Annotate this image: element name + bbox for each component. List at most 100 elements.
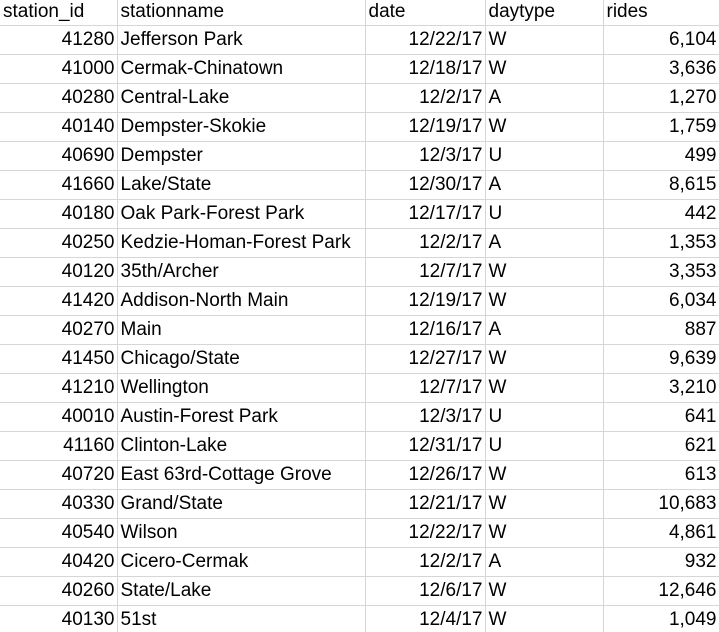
date-cell[interactable]: 12/2/17 — [365, 83, 486, 113]
rides-cell[interactable]: 887 — [603, 315, 719, 345]
station-id-cell[interactable]: 40130 — [0, 605, 118, 632]
rides-cell[interactable]: 641 — [603, 402, 719, 432]
station-id-cell[interactable]: 40420 — [0, 547, 118, 577]
date-cell[interactable]: 12/7/17 — [365, 373, 486, 403]
station-id-cell[interactable]: 41420 — [0, 286, 118, 316]
daytype-cell[interactable]: W — [485, 576, 604, 606]
station-id-cell[interactable]: 40690 — [0, 141, 118, 171]
rides-cell[interactable]: 621 — [603, 431, 719, 461]
rides-cell[interactable]: 8,615 — [603, 170, 719, 200]
header-cell-station-id[interactable]: station_id — [0, 0, 118, 26]
rides-cell[interactable]: 10,683 — [603, 489, 719, 519]
rides-cell[interactable]: 12,646 — [603, 576, 719, 606]
date-cell[interactable]: 12/26/17 — [365, 460, 486, 490]
date-cell[interactable]: 12/18/17 — [365, 54, 486, 84]
daytype-cell[interactable]: U — [485, 431, 604, 461]
station-id-cell[interactable]: 40180 — [0, 199, 118, 229]
daytype-cell[interactable]: U — [485, 141, 604, 171]
daytype-cell[interactable]: W — [485, 286, 604, 316]
date-cell[interactable]: 12/7/17 — [365, 257, 486, 287]
station-id-cell[interactable]: 40120 — [0, 257, 118, 287]
rides-cell[interactable]: 3,210 — [603, 373, 719, 403]
station-id-cell[interactable]: 41160 — [0, 431, 118, 461]
station-id-cell[interactable]: 41450 — [0, 344, 118, 374]
date-cell[interactable]: 12/19/17 — [365, 286, 486, 316]
stationname-cell[interactable]: Grand/State — [117, 489, 366, 519]
daytype-cell[interactable]: W — [485, 489, 604, 519]
header-cell-daytype[interactable]: daytype — [485, 0, 604, 26]
daytype-cell[interactable]: W — [485, 344, 604, 374]
stationname-cell[interactable]: 35th/Archer — [117, 257, 366, 287]
stationname-cell[interactable]: State/Lake — [117, 576, 366, 606]
daytype-cell[interactable]: A — [485, 170, 604, 200]
rides-cell[interactable]: 1,759 — [603, 112, 719, 142]
daytype-cell[interactable]: W — [485, 605, 604, 632]
date-cell[interactable]: 12/22/17 — [365, 25, 486, 55]
daytype-cell[interactable]: W — [485, 112, 604, 142]
stationname-cell[interactable]: Clinton-Lake — [117, 431, 366, 461]
station-id-cell[interactable]: 40250 — [0, 228, 118, 258]
date-cell[interactable]: 12/22/17 — [365, 518, 486, 548]
daytype-cell[interactable]: A — [485, 83, 604, 113]
header-cell-date[interactable]: date — [365, 0, 486, 26]
station-id-cell[interactable]: 40330 — [0, 489, 118, 519]
stationname-cell[interactable]: Jefferson Park — [117, 25, 366, 55]
stationname-cell[interactable]: Main — [117, 315, 366, 345]
daytype-cell[interactable]: W — [485, 460, 604, 490]
daytype-cell[interactable]: U — [485, 402, 604, 432]
stationname-cell[interactable]: Central-Lake — [117, 83, 366, 113]
rides-cell[interactable]: 613 — [603, 460, 719, 490]
station-id-cell[interactable]: 40540 — [0, 518, 118, 548]
date-cell[interactable]: 12/16/17 — [365, 315, 486, 345]
daytype-cell[interactable]: A — [485, 315, 604, 345]
rides-cell[interactable]: 442 — [603, 199, 719, 229]
stationname-cell[interactable]: Kedzie-Homan-Forest Park — [117, 228, 366, 258]
daytype-cell[interactable]: U — [485, 199, 604, 229]
stationname-cell[interactable]: Wellington — [117, 373, 366, 403]
rides-cell[interactable]: 932 — [603, 547, 719, 577]
station-id-cell[interactable]: 40140 — [0, 112, 118, 142]
station-id-cell[interactable]: 41210 — [0, 373, 118, 403]
date-cell[interactable]: 12/4/17 — [365, 605, 486, 632]
daytype-cell[interactable]: W — [485, 373, 604, 403]
date-cell[interactable]: 12/3/17 — [365, 402, 486, 432]
daytype-cell[interactable]: W — [485, 54, 604, 84]
stationname-cell[interactable]: Austin-Forest Park — [117, 402, 366, 432]
rides-cell[interactable]: 6,034 — [603, 286, 719, 316]
rides-cell[interactable]: 3,636 — [603, 54, 719, 84]
date-cell[interactable]: 12/19/17 — [365, 112, 486, 142]
station-id-cell[interactable]: 40260 — [0, 576, 118, 606]
rides-cell[interactable]: 4,861 — [603, 518, 719, 548]
stationname-cell[interactable]: Cermak-Chinatown — [117, 54, 366, 84]
rides-cell[interactable]: 499 — [603, 141, 719, 171]
date-cell[interactable]: 12/2/17 — [365, 547, 486, 577]
stationname-cell[interactable]: Wilson — [117, 518, 366, 548]
rides-cell[interactable]: 3,353 — [603, 257, 719, 287]
station-id-cell[interactable]: 40280 — [0, 83, 118, 113]
header-cell-rides[interactable]: rides — [603, 0, 719, 26]
rides-cell[interactable]: 9,639 — [603, 344, 719, 374]
date-cell[interactable]: 12/30/17 — [365, 170, 486, 200]
stationname-cell[interactable]: East 63rd-Cottage Grove — [117, 460, 366, 490]
rides-cell[interactable]: 1,353 — [603, 228, 719, 258]
stationname-cell[interactable]: Addison-North Main — [117, 286, 366, 316]
station-id-cell[interactable]: 41280 — [0, 25, 118, 55]
date-cell[interactable]: 12/27/17 — [365, 344, 486, 374]
rides-cell[interactable]: 1,049 — [603, 605, 719, 632]
date-cell[interactable]: 12/21/17 — [365, 489, 486, 519]
header-cell-stationname[interactable]: stationname — [117, 0, 366, 26]
daytype-cell[interactable]: W — [485, 518, 604, 548]
daytype-cell[interactable]: A — [485, 547, 604, 577]
stationname-cell[interactable]: Oak Park-Forest Park — [117, 199, 366, 229]
daytype-cell[interactable]: A — [485, 228, 604, 258]
date-cell[interactable]: 12/31/17 — [365, 431, 486, 461]
station-id-cell[interactable]: 41000 — [0, 54, 118, 84]
stationname-cell[interactable]: Dempster-Skokie — [117, 112, 366, 142]
daytype-cell[interactable]: W — [485, 25, 604, 55]
daytype-cell[interactable]: W — [485, 257, 604, 287]
date-cell[interactable]: 12/17/17 — [365, 199, 486, 229]
stationname-cell[interactable]: Dempster — [117, 141, 366, 171]
date-cell[interactable]: 12/3/17 — [365, 141, 486, 171]
station-id-cell[interactable]: 40010 — [0, 402, 118, 432]
station-id-cell[interactable]: 40720 — [0, 460, 118, 490]
